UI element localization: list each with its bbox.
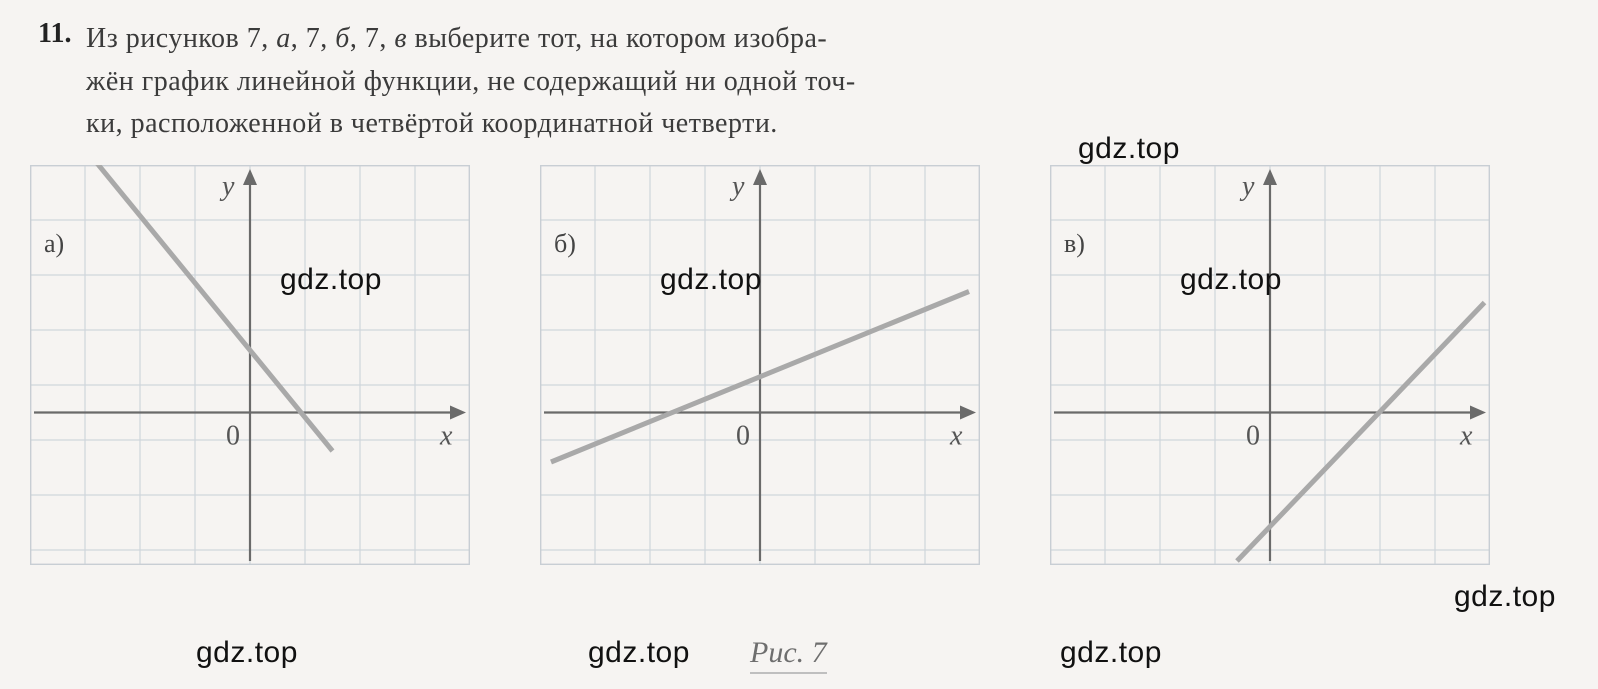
svg-text:x: x [949, 421, 963, 452]
chart-a-wrap: а) y x 0 gdz.top [30, 165, 470, 565]
watermark-chart-b: gdz.top [660, 263, 762, 297]
svg-text:x: x [1459, 421, 1473, 452]
svg-text:0: 0 [736, 421, 750, 452]
charts-row: а) y x 0 gdz.top б) y x 0 gdz.top в) y x 0 gdz… [30, 165, 1490, 565]
chart-b: y x 0 [540, 165, 980, 565]
chart-b-label: б) [554, 229, 576, 259]
svg-text:0: 0 [226, 421, 240, 452]
figure-caption: Рис. 7 [750, 636, 827, 674]
svg-text:y: y [219, 171, 235, 202]
chart-c-label: в) [1064, 229, 1085, 259]
svg-text:y: y [1239, 171, 1255, 202]
chart-a-label: а) [44, 229, 64, 259]
problem-text-line1: Из рисунков 7, а, 7, б, 7, в выберите то… [86, 18, 1566, 61]
caption-watermark-3: gdz.top [1060, 636, 1162, 670]
problem-text-line3: ки, расположенной в четвёртой координатн… [86, 103, 1566, 146]
caption-watermark-4: gdz.top [1454, 580, 1556, 614]
problem-text-block: Из рисунков 7, а, 7, б, 7, в выберите то… [86, 18, 1566, 146]
watermark-chart-a: gdz.top [280, 263, 382, 297]
caption-watermark-2: gdz.top [588, 636, 690, 670]
caption-watermark-1: gdz.top [196, 636, 298, 670]
problem-text-line2: жён график линейной функции, не содержащ… [86, 61, 1566, 104]
chart-c: y x 0 [1050, 165, 1490, 565]
watermark-chart-c: gdz.top [1180, 263, 1282, 297]
svg-text:y: y [729, 171, 745, 202]
svg-text:0: 0 [1246, 421, 1260, 452]
svg-text:x: x [439, 421, 453, 452]
chart-a: y x 0 [30, 165, 470, 565]
chart-b-wrap: б) y x 0 gdz.top [540, 165, 980, 565]
watermark-top-right: gdz.top [1078, 132, 1180, 166]
problem-number: 11. [38, 18, 71, 50]
chart-c-wrap: в) y x 0 gdz.top [1050, 165, 1490, 565]
